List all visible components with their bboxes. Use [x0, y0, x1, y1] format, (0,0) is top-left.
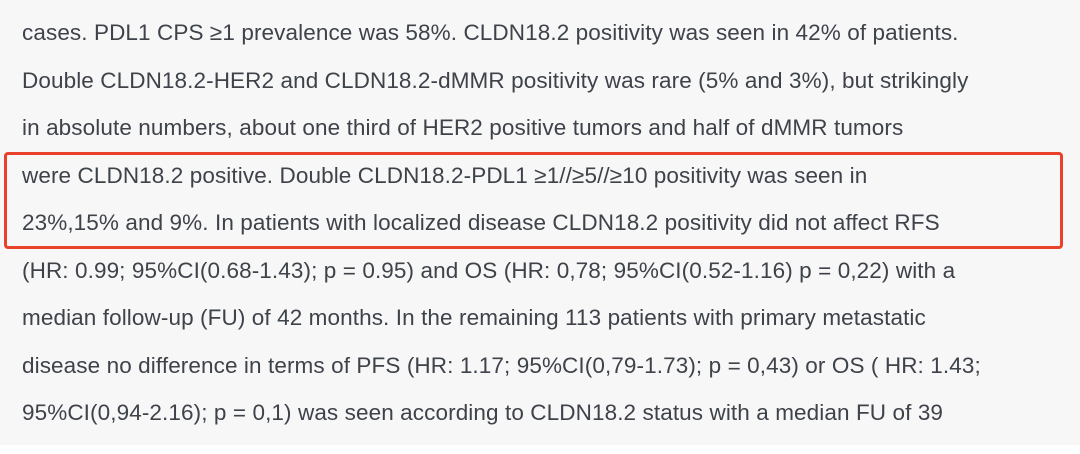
- text-line: were CLDN18.2 positive. Double CLDN18.2-…: [22, 162, 868, 188]
- text-line: disease no difference in terms of PFS (H…: [22, 352, 981, 378]
- bottom-white-strip: [0, 445, 1080, 454]
- text-line: (HR: 0.99; 95%CI(0.68-1.43); p = 0.95) a…: [22, 257, 956, 283]
- text-line: cases. PDL1 CPS ≥1 prevalence was 58%. C…: [22, 20, 959, 45]
- text-line: median follow-up (FU) of 42 months. In t…: [22, 305, 926, 330]
- abstract-text: cases. PDL1 CPS ≥1 prevalence was 58%. C…: [22, 9, 1080, 437]
- text-line: Double CLDN18.2-HER2 and CLDN18.2-dMMR p…: [22, 67, 969, 93]
- text-line: in absolute numbers, about one third of …: [22, 115, 904, 140]
- text-line: 23%,15% and 9%. In patients with localiz…: [22, 210, 940, 235]
- text-line: 95%CI(0,94-2.16); p = 0,1) was seen acco…: [22, 400, 944, 425]
